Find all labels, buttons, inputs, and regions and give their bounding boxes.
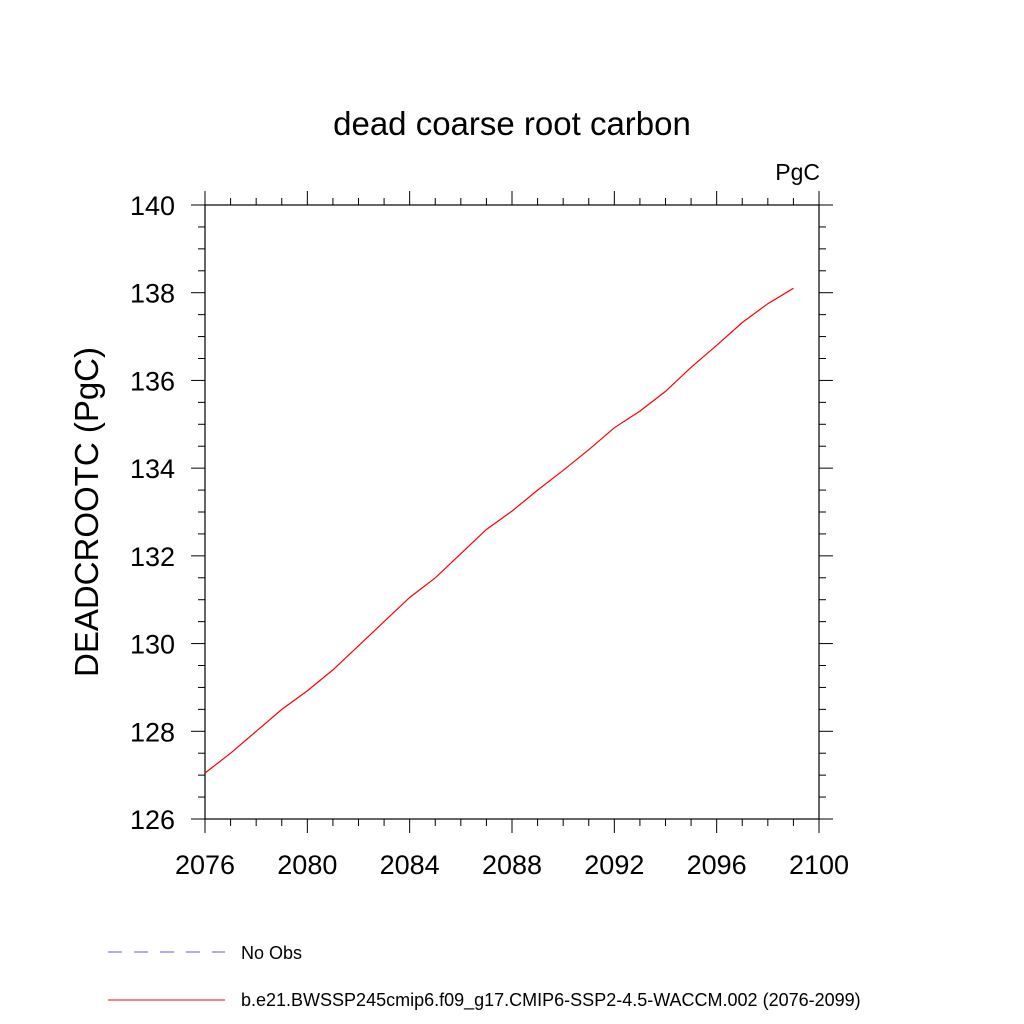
y-tick-label: 134 [130, 454, 175, 484]
legend: No Obs b.e21.BWSSP245cmip6.f09_g17.CMIP6… [108, 943, 861, 1011]
plot-frame [204, 204, 820, 820]
x-tick-label: 2096 [687, 850, 747, 880]
y-tick-label: 130 [130, 630, 175, 660]
legend-label-waccm: b.e21.BWSSP245cmip6.f09_g17.CMIP6-SSP2-4… [241, 990, 861, 1011]
y-tick-label: 138 [130, 279, 175, 309]
x-tick-label: 2088 [482, 850, 542, 880]
units-label: PgC [775, 159, 820, 185]
series-lines [204, 287, 794, 774]
y-tick-label: 132 [130, 542, 175, 572]
y-tick-label: 136 [130, 366, 175, 396]
x-tick-label: 2100 [789, 850, 849, 880]
y-tick-label: 140 [130, 191, 175, 221]
y-tick-label: 126 [130, 805, 175, 835]
axis-ticks [191, 191, 833, 833]
x-tick-label: 2092 [584, 850, 644, 880]
x-tick-label: 2084 [380, 850, 440, 880]
tick-labels: 2076 2080 2084 2088 2092 2096 2100 126 128 130 132… [130, 191, 849, 880]
legend-label-no-obs: No Obs [241, 943, 302, 963]
y-tick-label: 128 [130, 717, 175, 747]
x-tick-label: 2076 [175, 850, 235, 880]
chart-title: dead coarse root carbon [333, 105, 691, 142]
x-tick-label: 2080 [277, 850, 337, 880]
y-axis-label: DEADCROOTC (PgC) [68, 347, 105, 677]
series-line [204, 287, 794, 774]
